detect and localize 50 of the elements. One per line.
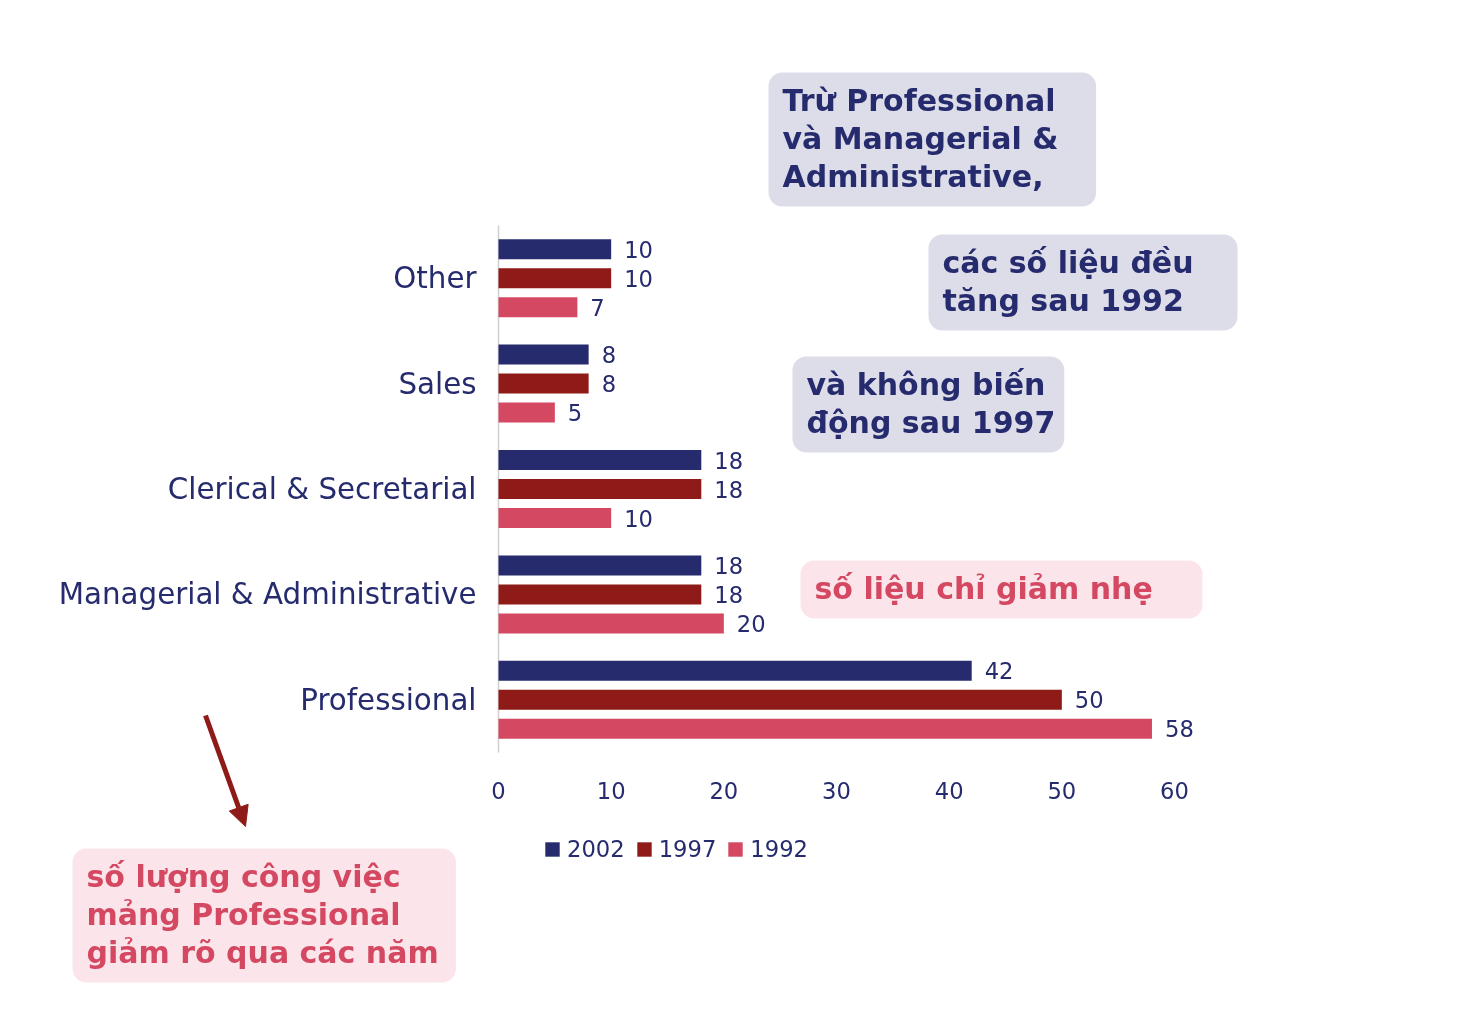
text: Trừ Professional và Managerial & Administrative, [782, 82, 1059, 194]
bar [498, 344, 589, 365]
legend-label: 1992 [750, 836, 809, 862]
annotation: số liệu chỉ giảm nhẹ [814, 570, 1153, 606]
x-tick-label: 40 [934, 778, 964, 804]
data-label: 20 [736, 610, 766, 637]
data-label: 5 [567, 400, 583, 427]
data-label: 50 [1074, 687, 1104, 714]
bar [498, 613, 724, 634]
data-label: 7 [590, 294, 605, 321]
bar [498, 479, 702, 499]
data-label: 18 [714, 581, 744, 608]
x-tick-label: 0 [491, 778, 506, 804]
data-label: 8 [601, 342, 617, 369]
bar [498, 450, 702, 470]
bar [498, 660, 972, 681]
data-label: 58 [1164, 716, 1194, 743]
data-label: 18 [714, 476, 744, 503]
annotation: các số liệu đều tăng sau 1992 [942, 244, 1194, 318]
annotation: và không biến động sau 1997 [806, 366, 1056, 440]
data-label: 42 [984, 658, 1014, 685]
y-tick-label: Other [393, 261, 478, 296]
data-label: 10 [624, 505, 654, 532]
legend-label: 1997 [658, 836, 717, 862]
bar [498, 402, 555, 423]
bar [498, 373, 589, 394]
x-tick-label: 20 [709, 778, 739, 804]
bar [498, 718, 1152, 739]
x-tick-label: 30 [822, 778, 851, 804]
bar [498, 297, 578, 318]
y-tick-label: Professional [300, 682, 477, 717]
data-label: 18 [714, 447, 744, 474]
bar [498, 239, 612, 260]
data-label: 10 [624, 236, 654, 263]
data-label: 10 [624, 265, 654, 292]
data-label: 18 [714, 552, 744, 579]
x-tick-label: 10 [596, 778, 626, 804]
x-tick-label: 50 [1047, 778, 1077, 804]
text: số lượng công việc mảng Professional giảm rõ qua các năm [86, 858, 439, 970]
y-tick-label: Clerical & Secretarial [167, 472, 477, 506]
y-tick-label: Sales [398, 366, 477, 401]
bar [498, 268, 612, 289]
x-tick-label: 60 [1160, 778, 1189, 804]
data-label: 8 [601, 371, 617, 398]
y-tick-label: Managerial & Administrative [58, 577, 477, 612]
legend-label: 2002 [567, 836, 625, 862]
bar [498, 555, 702, 576]
bar [498, 689, 1062, 710]
bar [498, 508, 612, 528]
bar [498, 584, 702, 605]
